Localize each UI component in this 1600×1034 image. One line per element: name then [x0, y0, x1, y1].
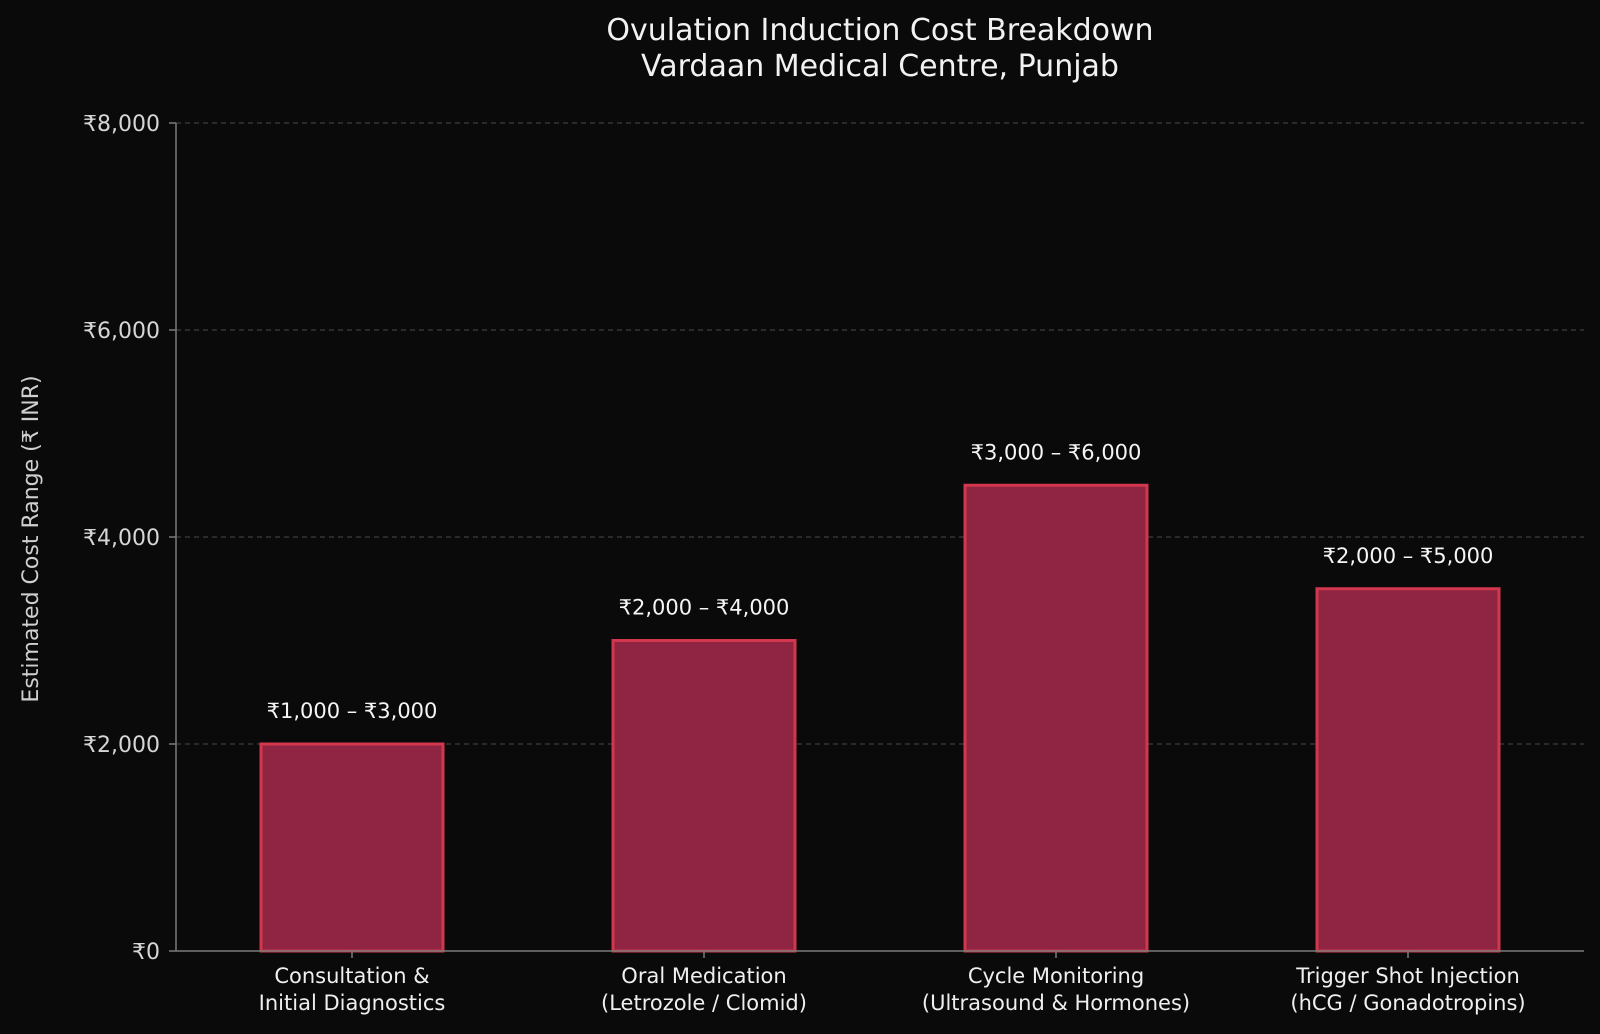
- y-tick-label: ₹2,000: [83, 733, 160, 758]
- data-labels: ₹1,000 – ₹3,000 ₹2,000 – ₹4,000 ₹3,000 – ₹…: [267, 440, 1494, 723]
- y-tick-label: ₹6,000: [83, 319, 160, 344]
- bar-value-label: ₹2,000 – ₹5,000: [1323, 544, 1494, 568]
- x-tick-label: Trigger Shot Injection: [1295, 964, 1520, 988]
- x-tick-label: (hCG / Gonadotropins): [1290, 991, 1525, 1015]
- x-tick-label: Cycle Monitoring: [968, 964, 1144, 988]
- chart-title: Ovulation Induction Cost Breakdown: [606, 13, 1153, 48]
- x-tick-label: (Letrozole / Clomid): [601, 991, 807, 1015]
- x-tick-label: Consultation &: [274, 964, 429, 988]
- y-ticks: ₹0 ₹2,000 ₹4,000 ₹6,000 ₹8,000: [83, 112, 176, 965]
- y-axis-label: Estimated Cost Range (₹ INR): [19, 375, 44, 702]
- y-tick-label: ₹0: [132, 940, 160, 965]
- y-tick-label: ₹4,000: [83, 526, 160, 551]
- x-tick-label: (Ultrasound & Hormones): [922, 991, 1190, 1015]
- bar: [1315, 587, 1501, 953]
- bar-value-label: ₹1,000 – ₹3,000: [267, 699, 438, 723]
- y-tick-label: ₹8,000: [83, 112, 160, 137]
- bars: [259, 483, 1501, 953]
- bar-value-label: ₹2,000 – ₹4,000: [619, 596, 790, 620]
- x-tick-label: Oral Medication: [621, 964, 786, 988]
- bar: [259, 742, 445, 953]
- x-ticks: Consultation & Initial Diagnostics Oral Me…: [259, 951, 1526, 1015]
- bar: [963, 483, 1149, 953]
- bar-value-label: ₹3,000 – ₹6,000: [971, 440, 1142, 464]
- bar: [611, 639, 797, 953]
- x-tick-label: Initial Diagnostics: [259, 991, 446, 1015]
- chart-subtitle: Vardaan Medical Centre, Punjab: [641, 49, 1119, 84]
